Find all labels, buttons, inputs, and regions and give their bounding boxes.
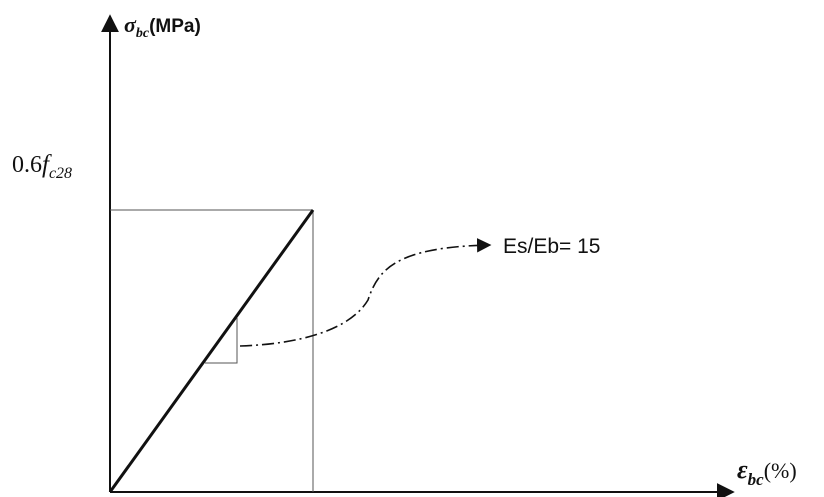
slope-triangle xyxy=(205,318,238,364)
x-axis-label: εbc(%) xyxy=(737,455,797,489)
y-axis-label: σbc(MPa) xyxy=(124,12,201,41)
modular-ratio-label: Es/Eb= 15 xyxy=(503,235,600,258)
annotation-arrow xyxy=(239,238,492,347)
y-marker-label: 0.6fc28 xyxy=(12,151,72,182)
linear-elastic-line xyxy=(108,209,315,493)
